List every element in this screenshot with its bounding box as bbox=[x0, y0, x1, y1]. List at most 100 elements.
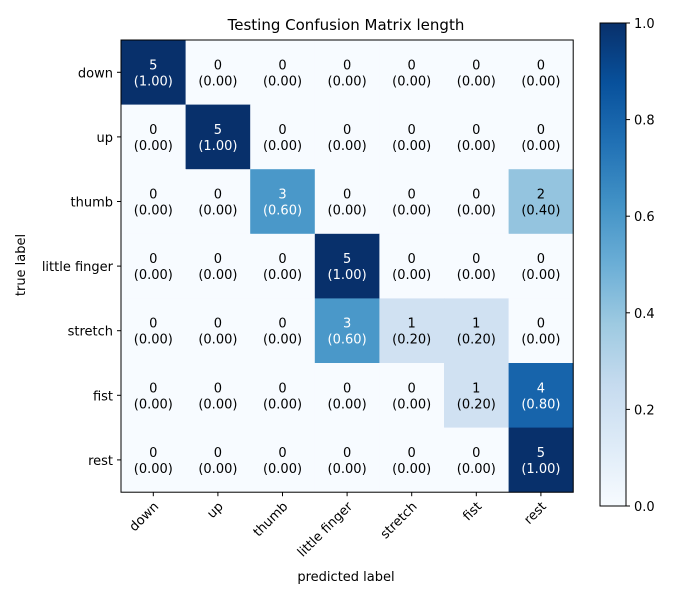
cell-count-label: 0 bbox=[343, 123, 351, 138]
heatmap-cell bbox=[508, 104, 574, 170]
heatmap-cell bbox=[379, 363, 445, 428]
cell-ratio-label: (0.00) bbox=[328, 74, 367, 89]
heatmap-cell bbox=[121, 427, 186, 493]
heatmap-cell bbox=[379, 104, 445, 170]
cell-ratio-label: (0.00) bbox=[392, 74, 431, 89]
cell-count-label: 0 bbox=[149, 188, 157, 203]
cell-count-label: 0 bbox=[149, 252, 157, 267]
heatmap-cell bbox=[250, 104, 316, 170]
heatmap-cell bbox=[379, 169, 445, 235]
x-axis-ticks: down up thumb little finger stretch fist rest bbox=[127, 492, 550, 560]
cell-ratio-label: (0.00) bbox=[263, 333, 302, 348]
heatmap-cell bbox=[121, 169, 186, 235]
cell-ratio-label: (0.00) bbox=[457, 204, 496, 219]
x-tick-label: down bbox=[127, 499, 162, 534]
cell-count-label: 0 bbox=[472, 123, 480, 138]
cell-ratio-label: (0.00) bbox=[328, 462, 367, 477]
cell-count-label: 0 bbox=[278, 252, 286, 267]
cell-ratio-label: (0.00) bbox=[392, 204, 431, 219]
cell-count-label: 0 bbox=[343, 58, 351, 73]
heatmap-cell bbox=[444, 169, 509, 235]
colorbar-ticks: 0.0 0.2 0.4 0.6 0.8 1.0 bbox=[626, 17, 655, 515]
heatmap-cell bbox=[185, 298, 251, 364]
cell-count-label: 5 bbox=[149, 58, 157, 73]
cell-ratio-label: (0.00) bbox=[198, 397, 237, 412]
cell-count-label: 0 bbox=[472, 58, 480, 73]
cell-count-label: 1 bbox=[408, 317, 416, 332]
heatmap-cell bbox=[314, 169, 380, 235]
cell-count-label: 0 bbox=[278, 381, 286, 396]
cell-count-label: 1 bbox=[472, 381, 480, 396]
cell-ratio-label: (0.00) bbox=[134, 268, 173, 283]
cell-count-label: 0 bbox=[214, 446, 222, 461]
cell-count-label: 5 bbox=[343, 252, 351, 267]
heatmap-cell bbox=[250, 233, 316, 299]
cell-count-label: 0 bbox=[408, 188, 416, 203]
cell-count-label: 1 bbox=[472, 317, 480, 332]
cell-count-label: 0 bbox=[537, 317, 545, 332]
x-axis-label: predicted label bbox=[297, 570, 394, 585]
heatmap-cell bbox=[121, 104, 186, 170]
cell-count-label: 0 bbox=[408, 252, 416, 267]
cell-ratio-label: (0.00) bbox=[457, 74, 496, 89]
cell-ratio-label: (0.00) bbox=[263, 462, 302, 477]
heatmap-cell bbox=[121, 298, 186, 364]
heatmap-cell bbox=[508, 40, 574, 105]
heatmap-cell bbox=[185, 40, 251, 105]
heatmap-cell bbox=[250, 169, 316, 235]
cell-count-label: 0 bbox=[278, 123, 286, 138]
heatmap-cell bbox=[121, 363, 186, 428]
cell-count-label: 0 bbox=[149, 381, 157, 396]
cell-ratio-label: (0.00) bbox=[134, 333, 173, 348]
heatmap-cell bbox=[185, 104, 251, 170]
cell-count-label: 0 bbox=[537, 123, 545, 138]
y-axis-ticks: down up thumb little finger stretch fist rest bbox=[42, 66, 121, 469]
cell-count-label: 0 bbox=[278, 58, 286, 73]
cell-ratio-label: (0.20) bbox=[457, 397, 496, 412]
heatmap-cell bbox=[508, 298, 574, 364]
cell-count-label: 0 bbox=[472, 252, 480, 267]
heatmap-cell bbox=[508, 169, 574, 235]
heatmap-cell bbox=[185, 233, 251, 299]
cell-count-label: 3 bbox=[278, 188, 286, 203]
cell-ratio-label: (0.00) bbox=[198, 204, 237, 219]
x-tick-label: thumb bbox=[251, 499, 292, 540]
heatmap-cell bbox=[444, 427, 509, 493]
heatmap-cell bbox=[250, 40, 316, 105]
heatmap-cell bbox=[508, 233, 574, 299]
heatmap-cell bbox=[379, 40, 445, 105]
heatmap-cell bbox=[444, 104, 509, 170]
heatmap-cell bbox=[314, 363, 380, 428]
heatmap-cell bbox=[314, 104, 380, 170]
cell-ratio-label: (0.00) bbox=[198, 268, 237, 283]
cell-count-label: 0 bbox=[214, 188, 222, 203]
cell-ratio-label: (0.20) bbox=[392, 333, 431, 348]
cell-ratio-label: (0.60) bbox=[263, 204, 302, 219]
heatmap-cell bbox=[379, 233, 445, 299]
colorbar-tick-label: 1.0 bbox=[634, 17, 655, 32]
cell-ratio-label: (0.00) bbox=[198, 462, 237, 477]
cell-ratio-label: (0.00) bbox=[392, 268, 431, 283]
cell-ratio-label: (0.00) bbox=[521, 333, 560, 348]
heatmap-cell bbox=[314, 40, 380, 105]
y-axis-label: true label bbox=[14, 234, 29, 296]
colorbar-tick-label: 0.2 bbox=[634, 403, 655, 418]
cell-ratio-label: (0.40) bbox=[521, 204, 560, 219]
heatmap-cell bbox=[250, 298, 316, 364]
colorbar-tick-label: 0.8 bbox=[634, 114, 655, 129]
cell-ratio-label: (0.00) bbox=[263, 397, 302, 412]
cell-ratio-label: (1.00) bbox=[521, 462, 560, 477]
cell-count-label: 0 bbox=[472, 446, 480, 461]
cell-count-label: 0 bbox=[149, 317, 157, 332]
cell-count-label: 0 bbox=[149, 123, 157, 138]
cell-count-label: 0 bbox=[408, 381, 416, 396]
heatmap-cell bbox=[508, 363, 574, 428]
colorbar-tick-label: 0.6 bbox=[634, 210, 655, 225]
heatmap-cell bbox=[444, 40, 509, 105]
cell-ratio-label: (0.60) bbox=[328, 333, 367, 348]
cell-ratio-label: (0.00) bbox=[521, 74, 560, 89]
colorbar-tick-label: 0.0 bbox=[634, 500, 655, 515]
y-tick-label: rest bbox=[88, 454, 113, 469]
heatmap-cell bbox=[508, 427, 574, 493]
